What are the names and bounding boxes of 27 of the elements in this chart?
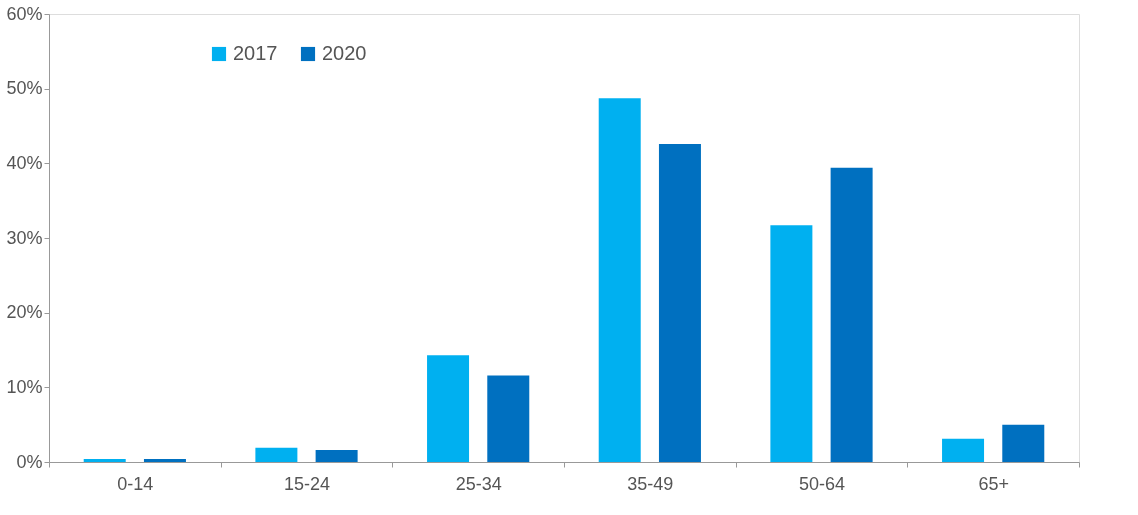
bar bbox=[658, 143, 701, 462]
x-tick-label: 0-14 bbox=[117, 473, 154, 494]
y-tick-label: 50% bbox=[6, 78, 43, 99]
y-tick-label: 30% bbox=[6, 227, 43, 248]
x-tick-label: 50-64 bbox=[798, 473, 846, 494]
x-tick-label: 25-34 bbox=[455, 473, 502, 494]
x-tick-label: 35-49 bbox=[627, 473, 674, 494]
bar bbox=[830, 167, 873, 462]
y-tick-label: 40% bbox=[6, 152, 43, 173]
bar bbox=[427, 355, 470, 462]
legend-label: 2017 bbox=[233, 42, 278, 64]
bar bbox=[487, 375, 530, 462]
bar bbox=[255, 447, 298, 462]
x-tick-label: 65+ bbox=[978, 473, 1009, 494]
legend-label: 2020 bbox=[322, 42, 367, 64]
y-tick-label: 10% bbox=[6, 376, 43, 397]
bar bbox=[770, 225, 813, 462]
bar bbox=[315, 450, 358, 462]
x-tick-label: 15-24 bbox=[283, 473, 331, 494]
y-tick-label: 0% bbox=[16, 451, 43, 472]
bar bbox=[143, 459, 186, 462]
bar bbox=[942, 438, 985, 462]
bar bbox=[1002, 424, 1045, 462]
bar bbox=[598, 98, 641, 462]
y-tick-label: 60% bbox=[6, 3, 43, 24]
y-tick-label: 20% bbox=[6, 302, 43, 323]
bar bbox=[83, 459, 126, 462]
